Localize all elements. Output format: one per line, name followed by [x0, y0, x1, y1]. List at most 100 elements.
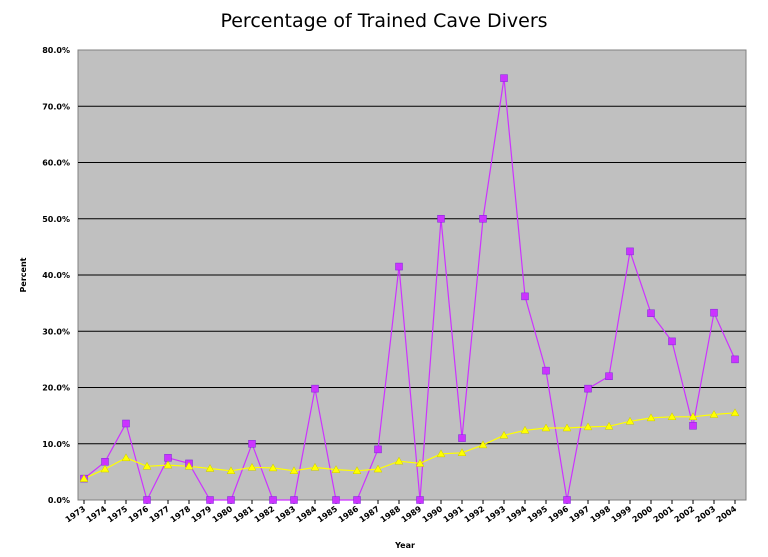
data-point	[583, 422, 593, 431]
y-tick-label: 20.0%	[42, 384, 70, 393]
x-tick-label: 1986	[337, 504, 361, 524]
y-tick-label: 60.0%	[42, 159, 70, 168]
data-point	[395, 262, 403, 271]
y-tick-label: 70.0%	[42, 102, 70, 111]
x-tick-label: 1973	[64, 504, 87, 524]
data-point	[164, 454, 172, 462]
y-tick-label: 50.0%	[42, 215, 70, 224]
x-tick-label: 1977	[148, 504, 171, 524]
data-point	[563, 496, 571, 504]
x-tick-label: 1985	[316, 504, 340, 524]
data-point	[437, 215, 445, 223]
x-tick-label: 1980	[211, 504, 235, 524]
data-point	[625, 416, 635, 425]
data-point	[142, 461, 152, 470]
data-point	[331, 465, 341, 473]
data-point	[478, 440, 488, 449]
x-tick-label: 1983	[274, 504, 297, 524]
data-point	[163, 460, 173, 469]
data-point	[269, 496, 277, 504]
data-point	[605, 372, 613, 380]
x-tick-label: 1989	[400, 504, 424, 524]
data-point	[499, 430, 509, 439]
data-point	[205, 463, 215, 472]
data-point	[520, 425, 530, 434]
x-tick-label: 2004	[715, 504, 739, 524]
data-point	[310, 462, 320, 471]
data-point	[479, 215, 487, 223]
data-point	[122, 419, 130, 428]
data-point	[184, 461, 194, 470]
data-point	[668, 337, 676, 346]
data-point	[647, 309, 655, 317]
x-tick-label: 1992	[463, 504, 486, 524]
data-point	[541, 423, 551, 432]
x-tick-label: 2000	[631, 504, 655, 524]
series-markers	[79, 74, 740, 504]
y-tick-label: 80.0%	[42, 46, 70, 55]
data-point	[521, 292, 529, 301]
x-tick-label: 1974	[85, 504, 109, 524]
data-point	[290, 496, 298, 504]
y-tick-label: 30.0%	[42, 327, 70, 336]
data-point	[226, 466, 236, 474]
x-tick-label: 1990	[421, 504, 445, 524]
data-point	[289, 466, 299, 474]
data-point	[562, 423, 572, 432]
data-point	[604, 421, 614, 430]
x-tick-label: 1987	[358, 504, 381, 524]
data-point	[436, 449, 446, 458]
data-point	[626, 247, 634, 256]
x-tick-label: 2001	[652, 504, 676, 524]
data-point	[500, 74, 508, 82]
data-point	[268, 463, 278, 472]
data-point	[101, 458, 109, 466]
x-tick-labels: 1973197419751976197719781979198019811982…	[64, 500, 739, 524]
y-tick-label: 40.0%	[42, 271, 70, 280]
data-point	[100, 464, 110, 473]
data-point	[646, 413, 656, 422]
grid-lines	[78, 105, 746, 445]
data-point	[353, 496, 361, 504]
x-tick-label: 1979	[190, 504, 214, 524]
x-tick-label: 2002	[673, 504, 696, 524]
data-point	[143, 496, 151, 504]
x-tick-label: 1993	[484, 504, 507, 524]
data-point	[731, 355, 739, 364]
y-tick-label: 10.0%	[42, 440, 70, 449]
data-point	[584, 384, 592, 393]
x-tick-label: 1988	[379, 504, 403, 524]
data-point	[121, 453, 131, 462]
x-tick-label: 1996	[547, 504, 571, 524]
x-tick-label: 1997	[568, 504, 591, 524]
data-point	[374, 445, 382, 454]
data-point	[206, 496, 214, 504]
y-tick-label: 0.0%	[48, 496, 70, 505]
data-point	[415, 458, 425, 467]
x-tick-label: 1999	[610, 504, 634, 524]
x-tick-label: 1981	[232, 504, 256, 524]
data-point	[416, 496, 424, 504]
data-point	[667, 412, 677, 420]
data-point	[227, 496, 235, 504]
data-point	[394, 456, 404, 465]
chart-title: Percentage of Trained Cave Divers	[220, 10, 548, 32]
x-tick-label: 1994	[505, 504, 529, 524]
x-tick-label: 1991	[442, 504, 466, 524]
x-tick-label: 1975	[106, 504, 130, 524]
x-axis-label: Year	[394, 541, 415, 550]
data-point	[332, 496, 340, 504]
x-tick-label: 1976	[127, 504, 151, 524]
data-point	[542, 366, 550, 375]
data-point	[247, 462, 257, 471]
x-tick-label: 1982	[253, 504, 276, 524]
y-axis-label: Percent	[19, 257, 28, 292]
data-point	[311, 384, 319, 393]
x-tick-label: 1978	[169, 504, 193, 524]
x-tick-label: 2003	[694, 504, 717, 524]
y-tick-labels: 0.0% 10.0% 20.0% 30.0% 40.0% 50.0% 60.0% 70.0% 8…	[42, 46, 70, 505]
data-point	[457, 448, 467, 456]
data-point	[373, 464, 383, 473]
data-point	[352, 466, 362, 474]
